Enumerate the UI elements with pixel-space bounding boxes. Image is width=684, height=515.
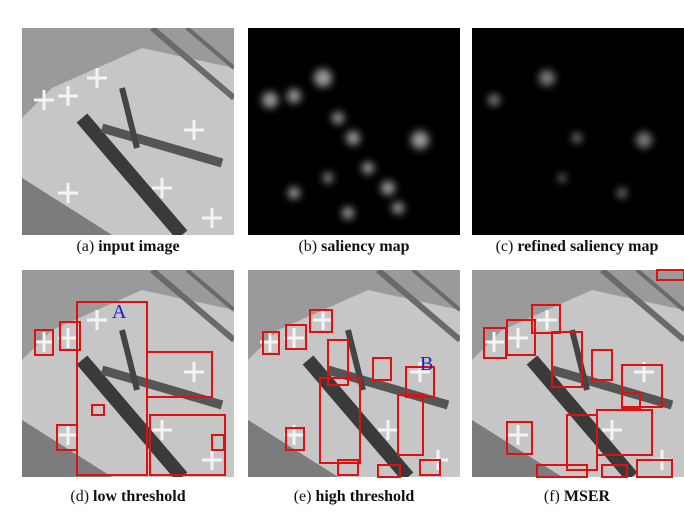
caption-text: saliency map — [321, 238, 410, 255]
caption: (a) input image — [76, 238, 179, 255]
caption-text: refined saliency map — [517, 238, 658, 255]
figure: A B (a) input image (b) saliency map (c)… — [0, 0, 684, 515]
caption-text: input image — [98, 238, 179, 255]
caption: (d) low threshold — [70, 488, 185, 505]
caption-text: MSER — [564, 488, 611, 505]
caption-text: low threshold — [93, 488, 186, 505]
annotation-label: A — [112, 301, 127, 323]
panel-b — [248, 28, 460, 235]
panel-f — [472, 270, 684, 477]
caption-tag: (a) — [76, 238, 94, 255]
caption: (c) refined saliency map — [496, 238, 659, 255]
caption: (e) high threshold — [294, 488, 415, 505]
annotation-label: B — [420, 353, 433, 375]
caption-text: high threshold — [315, 488, 414, 505]
caption-tag: (d) — [70, 488, 89, 505]
caption-tag: (f) — [544, 488, 560, 505]
panel-c — [472, 28, 684, 235]
caption: (f) MSER — [544, 488, 611, 505]
panel-e: B — [248, 270, 460, 477]
caption: (b) saliency map — [298, 238, 409, 255]
caption-tag: (e) — [294, 488, 312, 505]
caption-tag: (c) — [496, 238, 514, 255]
panel-d: A — [22, 270, 234, 477]
panel-a — [22, 28, 234, 235]
caption-tag: (b) — [298, 238, 317, 255]
